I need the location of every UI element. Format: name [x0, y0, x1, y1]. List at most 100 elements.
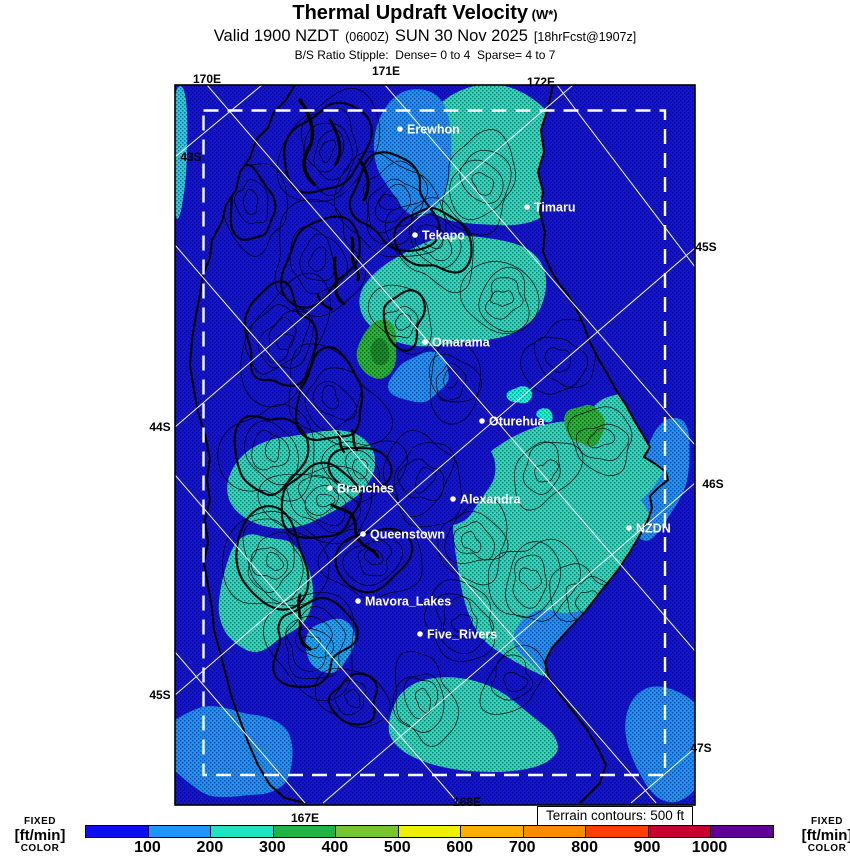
contour-loop: [233, 414, 310, 497]
city-label: Mavora_Lakes: [365, 595, 451, 609]
contour-loop: [518, 567, 542, 591]
contour-loop: [434, 593, 494, 654]
contour-loop: [503, 672, 529, 692]
contour-loop: [374, 183, 411, 223]
axis-label: 45S: [149, 688, 170, 702]
axis-label: 47S: [690, 741, 711, 755]
city-dot: [412, 232, 418, 238]
contour-loop: [367, 178, 424, 234]
contour-loop: [443, 596, 478, 640]
contour-loop: [442, 129, 517, 236]
colorbar-caption-color: COLOR: [807, 843, 847, 854]
city-marker-timaru: Timaru: [524, 201, 575, 215]
contour-loop: [443, 368, 459, 389]
colorbar-tick: 1000: [691, 839, 728, 856]
contour-loop: [449, 149, 512, 221]
contour-loop: [393, 206, 473, 274]
contour-loop: [295, 346, 364, 442]
contour-loop: [414, 688, 431, 714]
terrain-contour-note: Terrain contours: 500 ft: [537, 806, 694, 826]
city-dot: [626, 525, 632, 531]
city-label: Queenstown: [370, 528, 445, 542]
colorbar-left-caption: FIXED [ft/min] COLOR: [5, 817, 75, 854]
contour-loop: [313, 129, 345, 173]
axis-label: 46S: [702, 477, 723, 491]
velocity-colorbar: [85, 825, 774, 838]
contour-loop: [265, 435, 280, 463]
city-label: Alexandra: [460, 493, 521, 507]
contour-loop: [314, 668, 391, 728]
contour-loop: [587, 427, 616, 449]
contour-loop: [567, 406, 633, 477]
contour-loop: [327, 672, 379, 726]
valid-utc: (0600Z): [345, 30, 389, 44]
contour-loop: [453, 521, 495, 561]
contour-loop: [304, 367, 362, 431]
colorbar-caption-fixed: FIXED: [24, 816, 56, 827]
contour-loop: [429, 353, 482, 403]
colorbar-tick: 600: [446, 839, 474, 856]
contour-loop: [247, 531, 295, 593]
contour-loop: [334, 527, 414, 594]
colorbar-right-caption: FIXED [ft/min] COLOR: [792, 817, 850, 854]
colorbar-tick: 500: [383, 839, 411, 856]
map-plot-area: Erewhon Timaru Tekapo Omarama Oturehua Branch…: [175, 85, 695, 805]
contour-loop: [414, 467, 437, 494]
colorbar-tick: 300: [259, 839, 286, 856]
city-marker-branches: Branches: [327, 482, 394, 496]
contour-loop: [459, 261, 540, 334]
city-marker-nzdn: NZDN: [626, 522, 671, 536]
axis-label: 45S: [695, 240, 716, 254]
contour-loop: [424, 579, 495, 663]
city-marker-five_rivers: Five_Rivers: [417, 628, 497, 642]
axis-label: 167E: [291, 811, 319, 825]
city-marker-mavora_lakes: Mavora_Lakes: [355, 595, 451, 609]
contour-loop: [321, 440, 408, 503]
contour-loop: [384, 197, 474, 294]
contour-loop: [512, 554, 548, 609]
page-title: Thermal Updraft Velocity (W*): [0, 2, 850, 25]
colorbar-segment: [460, 826, 523, 837]
colorbar-caption-units: [ft/min]: [14, 827, 66, 844]
colorbar-segment: [710, 826, 774, 837]
city-dot: [524, 204, 530, 210]
colorbar-segment: [335, 826, 398, 837]
contour-loop: [357, 538, 392, 577]
contour-loop: [491, 654, 534, 701]
contour-loop: [461, 531, 482, 553]
contour-loop: [286, 473, 362, 534]
contour-loop: [272, 596, 359, 688]
city-label: Omarama: [432, 336, 491, 350]
contour-loop: [437, 496, 508, 586]
contour-loop: [308, 246, 327, 272]
valid-date: SUN 30 Nov 2025: [394, 27, 528, 45]
contour-loop: [414, 224, 453, 262]
contour-loop: [284, 606, 346, 680]
axis-label: 43S: [180, 150, 201, 164]
contour-loop: [444, 511, 509, 564]
colorbar-segment: [397, 826, 461, 837]
city-dot: [360, 531, 366, 537]
contour-loop: [478, 266, 530, 333]
colorbar-segment: [647, 826, 711, 837]
contour-loop: [393, 442, 455, 518]
axis-labels: 171E 170E 172E 43S 44S 45S 45S 46S 47S 167E 168E: [149, 64, 723, 825]
contour-loop: [288, 343, 394, 448]
axis-label: 171E: [372, 64, 400, 78]
contour-loop: [297, 474, 347, 527]
contour-loop: [257, 465, 373, 545]
city-dot: [479, 418, 485, 424]
contour-loop: [334, 680, 367, 716]
city-dot: [327, 485, 333, 491]
contour-loop: [333, 151, 447, 258]
contour-loop: [348, 151, 441, 253]
axis-label: 168E: [453, 795, 481, 809]
contour-loop: [490, 290, 515, 307]
city-dot: [422, 339, 428, 345]
contour-loop: [382, 289, 426, 352]
axis-label: 170E: [193, 72, 221, 86]
contour-loop: [234, 179, 269, 224]
contour-loop: [217, 404, 315, 502]
contour-loop: [505, 541, 561, 618]
